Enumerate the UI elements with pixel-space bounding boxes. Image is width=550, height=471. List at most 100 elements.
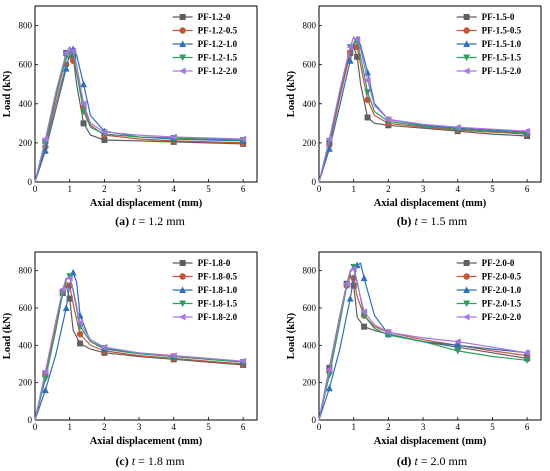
legend-label: PF-1.8-1.0	[198, 285, 238, 295]
data-point	[360, 274, 368, 282]
y-axis-label: Load (kN)	[286, 312, 297, 359]
y-tick-label: 200	[303, 138, 317, 148]
x-tick-label: 4	[172, 184, 177, 194]
legend-label: PF-1.8-2.0	[198, 312, 238, 322]
legend: PF-2.0-0 PF-2.0-0.5 PF-2.0-1.0 PF-2.0-1.5 PF…	[456, 258, 522, 322]
data-point	[326, 145, 333, 152]
series-line	[318, 36, 528, 183]
y-tick-label: 600	[19, 303, 33, 313]
x-tick-label: 5	[206, 184, 211, 194]
legend-label: PF-1.8-1.5	[198, 299, 238, 309]
x-tick-label: 0	[33, 184, 38, 194]
data-point	[454, 123, 461, 131]
data-point	[343, 280, 350, 288]
data-point	[42, 147, 49, 154]
y-tick-label: 800	[303, 21, 317, 31]
series-line	[318, 38, 528, 183]
y-tick-label: 0	[312, 177, 317, 187]
x-tick-label: 3	[137, 184, 142, 194]
legend: PF-1.2-0 PF-1.2-0.5 PF-1.2-1.0 PF-1.2-1.5 PF…	[172, 12, 238, 76]
caption-var: t	[414, 454, 418, 468]
legend-label: PF-1.8-0	[198, 258, 231, 268]
data-point	[76, 319, 84, 327]
y-tick-label: 800	[19, 21, 33, 31]
legend-label: PF-1.2-0.5	[198, 26, 238, 36]
series-line	[34, 49, 244, 183]
data-point	[364, 114, 371, 121]
x-axis-label: Axial displacement (mm)	[90, 436, 203, 447]
x-tick-label: 4	[456, 422, 461, 432]
caption-suffix: = 1.2 mm	[135, 214, 185, 228]
x-tick-label: 6	[241, 422, 246, 432]
data-point	[384, 116, 392, 123]
x-tick-label: 5	[206, 422, 211, 432]
y-tick-label: 800	[19, 266, 33, 276]
x-tick-label: 5	[490, 184, 495, 194]
caption-prefix: (b)	[397, 214, 415, 228]
legend-marker	[179, 313, 186, 321]
x-tick-label: 5	[490, 422, 495, 432]
y-tick-label: 0	[28, 415, 33, 425]
legend-label: PF-1.5-0.5	[482, 26, 522, 36]
data-point	[454, 338, 461, 345]
x-tick-label: 0	[317, 184, 322, 194]
chart-panel-4: 0 1 2 3 4 5 6 0 200 400 600 800 Axial displacement (…	[286, 251, 542, 468]
chart-panel-3: 0 1 2 3 4 5 6 0 200 400 600 800 Axial displacement (…	[2, 251, 258, 468]
legend-label: PF-1.8-0.5	[198, 272, 238, 282]
data-point	[62, 304, 70, 311]
legend-label: PF-1.2-2.0	[198, 66, 238, 76]
data-point	[239, 357, 247, 365]
data-point	[360, 308, 368, 316]
data-point	[326, 372, 333, 379]
data-point	[80, 80, 87, 88]
panel-caption: (b) t = 1.5 mm	[397, 214, 468, 228]
series-line	[34, 47, 244, 183]
data-point	[361, 323, 368, 330]
legend-marker	[463, 14, 470, 20]
panel-caption: (d) t = 2.0 mm	[397, 454, 468, 468]
caption-suffix: = 1.5 mm	[418, 214, 468, 228]
data-point	[62, 49, 70, 57]
x-tick-label: 1	[67, 184, 72, 194]
data-point	[326, 384, 333, 392]
legend-label: PF-1.5-1.5	[482, 53, 522, 63]
x-tick-label: 1	[351, 422, 356, 432]
series-PF-1.5-0.5	[318, 42, 531, 183]
data-point	[80, 120, 87, 127]
x-tick-label: 0	[33, 422, 38, 432]
data-point	[325, 366, 333, 373]
series-PF-1.5-2.0	[318, 35, 531, 183]
panel-caption: (c) t = 1.8 mm	[115, 454, 185, 468]
legend-label: PF-1.2-1.5	[198, 53, 238, 63]
x-tick-label: 3	[421, 184, 426, 194]
x-tick-label: 2	[386, 184, 391, 194]
legend-label: PF-1.5-2.0	[482, 66, 522, 76]
data-point	[364, 96, 371, 104]
data-point	[59, 285, 66, 293]
data-point	[325, 135, 333, 143]
series-line	[318, 267, 528, 421]
plot-frame	[318, 251, 542, 421]
caption-prefix: (a)	[115, 214, 132, 228]
data-point	[354, 53, 361, 60]
x-axis-label: Axial displacement (mm)	[90, 198, 203, 209]
y-tick-label: 800	[303, 266, 317, 276]
caption-suffix: = 1.8 mm	[135, 454, 185, 468]
x-tick-label: 2	[102, 184, 107, 194]
caption-var: t	[414, 214, 418, 228]
legend: PF-1.8-0 PF-1.8-0.5 PF-1.8-1.0 PF-1.8-1.5 PF…	[172, 258, 238, 322]
legend-marker	[179, 14, 186, 20]
data-point	[523, 349, 531, 357]
plot-frame	[34, 251, 258, 421]
legend-marker	[463, 300, 471, 308]
legend-marker	[179, 27, 186, 34]
y-axis-label: Load (kN)	[2, 312, 13, 359]
data-point	[41, 135, 49, 143]
data-point	[170, 133, 177, 141]
data-point	[76, 330, 84, 338]
x-axis-label: Axial displacement (mm)	[374, 436, 487, 447]
panel-caption: (a) t = 1.2 mm	[115, 214, 185, 228]
data-point	[523, 127, 531, 135]
legend-marker	[463, 40, 471, 47]
y-tick-label: 0	[28, 177, 33, 187]
